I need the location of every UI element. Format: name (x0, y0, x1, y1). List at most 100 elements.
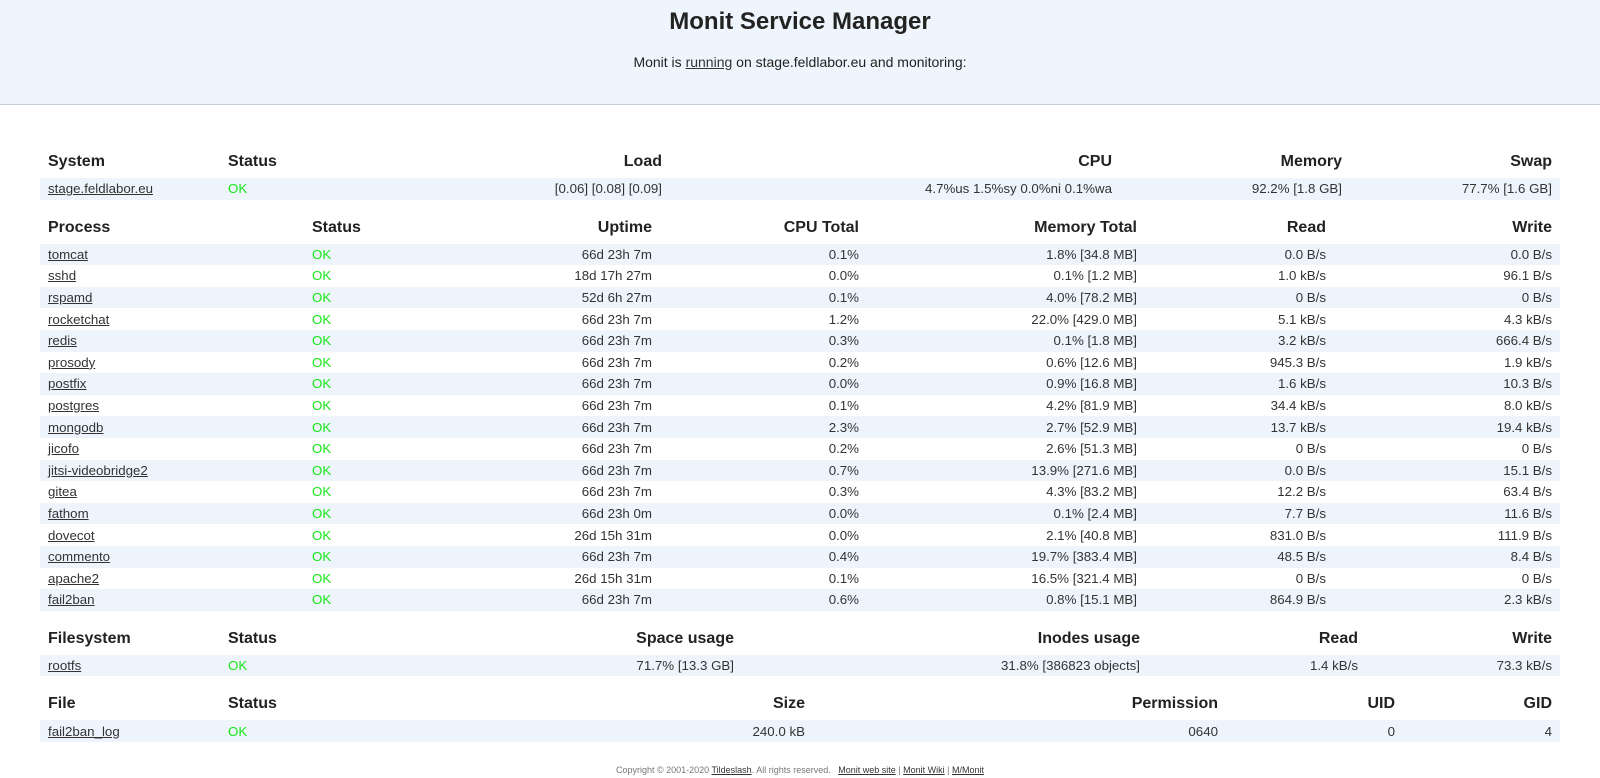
column-header-permission: Permission (1131, 695, 1218, 713)
status-cell: OK (220, 178, 400, 200)
memory-total-cell: 4.0% [78.2 MB] (867, 286, 1145, 309)
table-row: mongodb OK 66d 23h 7m 2.3% 2.7% [52.9 MB] 13.… (40, 416, 1560, 438)
read-cell: 0 B/s (1295, 570, 1326, 586)
status-cell: OK (304, 243, 484, 266)
process-link[interactable]: jicofo (48, 441, 80, 457)
process-link[interactable]: fail2ban (48, 592, 95, 608)
uptime-cell: 66d 23h 7m (484, 373, 660, 395)
cpu-total-cell: 1.2% (828, 311, 859, 327)
file-link[interactable]: fail2ban_log (48, 723, 120, 739)
process-name-cell: rspamd (40, 286, 304, 309)
inodes-usage-cell: 31.8% [386823 objects] (742, 654, 1148, 677)
process-name-cell: prosody (40, 352, 304, 374)
file-header-row: File Status Size Permission UID GID (40, 688, 1560, 720)
write-cell: 19.4 kB/s (1334, 416, 1560, 438)
column-header-inodes-usage: Inodes usage (1037, 629, 1140, 647)
process-link[interactable]: redis (48, 333, 77, 349)
uptime-cell: 66d 23h 7m (484, 545, 660, 568)
column-header-swap: Swap (1510, 153, 1552, 170)
table-row: fathom OK 66d 23h 0m 0.0% 0.1% [2.4 MB] 7.7 B… (40, 502, 1560, 525)
uptime-cell: 66d 23h 7m (484, 589, 660, 611)
system-table: System Status Load CPU Memory Swap stage… (40, 146, 1560, 200)
footer-monit-website-link[interactable]: Monit web site (838, 765, 896, 775)
write-cell: 1.9 kB/s (1503, 354, 1552, 370)
write-cell: 73.3 kB/s (1366, 654, 1560, 677)
cpu-total-cell: 0.0% (660, 502, 867, 525)
column-header-write: Write (1512, 218, 1552, 236)
footer-company-link[interactable]: Tildeslash (711, 765, 752, 775)
process-link[interactable]: rspamd (48, 290, 93, 306)
uptime-cell: 66d 23h 0m (484, 502, 660, 525)
process-link[interactable]: rocketchat (48, 311, 110, 327)
uptime-cell: 66d 23h 7m (484, 459, 660, 482)
subtitle-prefix: Monit is (633, 54, 682, 70)
running-link[interactable]: running (685, 54, 733, 70)
process-link[interactable]: jitsi-videobridge2 (48, 462, 148, 478)
uptime-cell: 66d 23h 7m (581, 398, 652, 414)
uptime-cell: 52d 6h 27m (484, 286, 660, 309)
cpu-total-cell: 0.0% (660, 373, 867, 395)
process-link[interactable]: sshd (48, 268, 77, 284)
page-title: Monit Service Manager (669, 8, 931, 35)
cpu-total-cell: 0.7% (660, 459, 867, 482)
table-row: jitsi-videobridge2 OK 66d 23h 7m 0.7% 13.9% … (40, 459, 1560, 482)
read-cell: 1.4 kB/s (1148, 654, 1366, 677)
memory-total-cell: 4.2% [81.9 MB] (1046, 398, 1137, 414)
process-link[interactable]: postgres (48, 398, 99, 414)
column-header-write: Write (1512, 629, 1552, 647)
write-cell: 11.6 B/s (1334, 502, 1560, 525)
cpu-total-cell: 0.1% (828, 398, 859, 414)
table-row: rocketchat OK 66d 23h 7m 1.2% 22.0% [429.0 M… (40, 308, 1560, 330)
process-link[interactable]: mongodb (48, 419, 104, 435)
process-link[interactable]: commento (48, 549, 111, 565)
uptime-cell: 66d 23h 7m (484, 329, 660, 352)
file-table: File Status Size Permission UID GID fail… (40, 688, 1560, 742)
table-row: sshd OK 18d 17h 27m 0.0% 0.1% [1.2 MB] 1.0 kB… (40, 265, 1560, 287)
memory-total-cell: 0.9% [16.8 MB] (867, 373, 1145, 395)
system-link[interactable]: stage.feldlabor.eu (48, 181, 153, 197)
read-cell: 864.9 B/s (1145, 589, 1334, 611)
column-header-size: Size (772, 695, 805, 713)
process-link[interactable]: tomcat (48, 246, 88, 262)
filesystem-link[interactable]: rootfs (48, 657, 82, 673)
cpu-total-cell: 0.2% (828, 441, 859, 457)
process-name-cell: fathom (40, 502, 304, 525)
status-cell: OK (312, 441, 332, 457)
uptime-cell: 26d 15h 31m (574, 527, 652, 543)
cpu-cell: 4.7%us 1.5%sy 0.0%ni 0.1%wa (670, 178, 1120, 200)
uptime-cell: 18d 17h 27m (574, 268, 652, 284)
process-link[interactable]: postfix (48, 376, 87, 392)
column-header-uid: UID (1367, 695, 1395, 713)
table-row: dovecot OK 26d 15h 31m 0.0% 2.1% [40.8 MB] 83… (40, 524, 1560, 546)
page-subtitle: Monit is running on stage.feldlabor.eu a… (0, 54, 1600, 70)
process-name-cell: sshd (40, 265, 304, 287)
process-link[interactable]: gitea (48, 484, 77, 500)
table-row: gitea OK 66d 23h 7m 0.3% 4.3% [83.2 MB] 12.2 … (40, 481, 1560, 503)
table-row: postgres OK 66d 23h 7m 0.1% 4.2% [81.9 MB] 34… (40, 395, 1560, 417)
footer: Copyright © 2001-2020 Tildeslash. All ri… (0, 765, 1600, 775)
memory-total-cell: 1.8% [34.8 MB] (867, 243, 1145, 266)
memory-total-cell: 4.3% [83.2 MB] (1046, 484, 1137, 500)
cpu-total-cell: 0.1% (660, 286, 867, 309)
process-link[interactable]: fathom (48, 506, 89, 522)
process-name-cell: commento (40, 545, 304, 568)
table-row: jicofo OK 66d 23h 7m 0.2% 2.6% [51.3 MB] 0 B/… (40, 438, 1560, 460)
process-link[interactable]: apache2 (48, 570, 100, 586)
process-link[interactable]: prosody (48, 354, 96, 370)
process-link[interactable]: dovecot (48, 527, 95, 543)
process-name-cell: postgres (40, 395, 304, 417)
memory-total-cell: 0.8% [15.1 MB] (867, 589, 1145, 611)
read-cell: 7.7 B/s (1145, 502, 1334, 525)
memory-total-cell: 0.1% [1.2 MB] (1053, 268, 1137, 284)
uptime-cell: 66d 23h 7m (484, 243, 660, 266)
page-header: Monit Service Manager Monit is running o… (0, 0, 1600, 105)
space-usage-cell: 71.7% [13.3 GB] (400, 654, 742, 677)
main-content: System Status Load CPU Memory Swap stage… (40, 146, 1560, 742)
footer-monit-wiki-link[interactable]: Monit Wiki (903, 765, 945, 775)
footer-mmonit-link[interactable]: M/Monit (952, 765, 985, 775)
write-cell: 15.1 B/s (1334, 459, 1560, 482)
write-cell: 4.3 kB/s (1503, 311, 1552, 327)
read-cell: 1.0 kB/s (1277, 268, 1326, 284)
status-cell: OK (312, 268, 332, 284)
size-cell: 240.0 kB (400, 720, 813, 742)
